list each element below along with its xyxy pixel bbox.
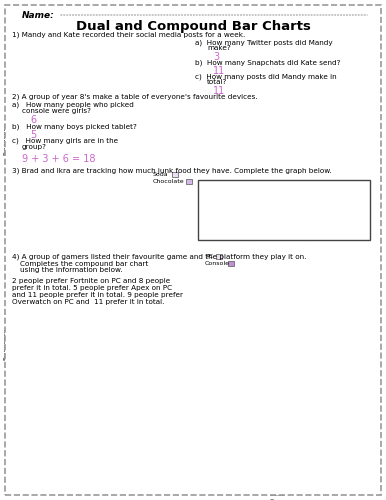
Text: b)  How many Snapchats did Kate send?: b) How many Snapchats did Kate send? [195, 59, 340, 66]
Text: Dual and Compound Bar Charts: Dual and Compound Bar Charts [76, 20, 310, 33]
Legend: Girls, Boys: Girls, Boys [347, 186, 375, 219]
Bar [198, 180, 370, 240]
Text: Soda: Soda [269, 184, 291, 192]
Bar [186, 179, 192, 184]
Text: 12: 12 [275, 200, 285, 208]
Text: console were girls?: console were girls? [22, 108, 91, 114]
Bar [51, 360, 76, 388]
Bar [228, 261, 234, 266]
Legend: Twitter, Snapchat: Twitter, Snapchat [157, 94, 198, 116]
Bar [201, 459, 229, 482]
Text: prefer it in total. 5 people prefer Apex on PC: prefer it in total. 5 people prefer Apex… [12, 285, 172, 291]
Text: c)  How many posts did Mandy make in: c) How many posts did Mandy make in [195, 73, 337, 80]
Text: total?: total? [207, 79, 227, 85]
Text: 9 + 3 + 6 = 18: 9 + 3 + 6 = 18 [22, 154, 95, 164]
Text: group?: group? [22, 144, 47, 150]
Bar [244, 254, 262, 282]
Bar [264, 354, 292, 424]
Text: 5: 5 [30, 130, 36, 140]
Bar [327, 354, 355, 378]
Y-axis label: Frequency: Frequency [4, 328, 8, 360]
Bar [296, 226, 315, 282]
Text: c)   How many girls are in the: c) How many girls are in the [12, 138, 118, 144]
Text: 2) A group of year 8's make a table of everyone's favourite devices.: 2) A group of year 8's make a table of e… [12, 94, 257, 100]
Text: Overwatch on PC and  11 prefer it in total.: Overwatch on PC and 11 prefer it in tota… [12, 299, 164, 305]
Bar [201, 389, 229, 459]
Bar [96, 138, 120, 182]
Bar [192, 197, 210, 282]
Bar [51, 124, 76, 182]
Bar [315, 188, 333, 282]
Text: 11: 11 [213, 66, 225, 76]
Text: make?: make? [207, 45, 231, 51]
Text: a)   How many people who picked: a) How many people who picked [12, 102, 134, 108]
Y-axis label: Frequency: Frequency [168, 218, 173, 252]
Text: 7: 7 [277, 216, 283, 224]
Text: 3) Brad and Ikra are tracking how much junk food they have. Complete the graph b: 3) Brad and Ikra are tracking how much j… [12, 168, 332, 174]
Text: using the information below.: using the information below. [20, 267, 122, 273]
Text: Soda: Soda [153, 172, 169, 177]
X-axis label: Person: Person [75, 398, 96, 403]
Text: 11: 11 [213, 86, 225, 96]
Text: 2 people prefer Fortnite on PC and 8 people: 2 people prefer Fortnite on PC and 8 peo… [12, 278, 170, 284]
Text: Console: Console [205, 261, 230, 266]
Bar [216, 254, 222, 259]
X-axis label: Platform: Platform [248, 293, 277, 299]
Text: Brad: Brad [214, 200, 234, 208]
Bar [262, 235, 281, 282]
Text: Name:: Name: [22, 11, 55, 20]
Y-axis label: Frequency: Frequency [4, 122, 8, 155]
Text: Chocolate: Chocolate [318, 184, 362, 192]
Y-axis label: Frequency: Frequency [176, 398, 181, 426]
Bar [264, 424, 292, 482]
Text: 6: 6 [30, 115, 36, 125]
Text: 4) A group of gamers listed their favourite game and the platform they play it o: 4) A group of gamers listed their favour… [12, 254, 306, 260]
Text: 3: 3 [213, 52, 219, 62]
Text: a)  How many Twitter posts did Mandy: a) How many Twitter posts did Mandy [195, 39, 333, 46]
Bar [120, 347, 145, 388]
Bar [27, 160, 51, 182]
Bar [210, 254, 229, 282]
Text: b)   How many boys picked tablet?: b) How many boys picked tablet? [12, 123, 137, 130]
Bar [172, 172, 178, 177]
Text: Ikra: Ikra [215, 216, 232, 224]
Text: Completes the compound bar chart: Completes the compound bar chart [20, 261, 148, 267]
Text: 4: 4 [337, 200, 343, 208]
Bar [96, 340, 120, 388]
Bar [120, 102, 145, 182]
Bar [327, 378, 355, 482]
Text: PC: PC [205, 254, 213, 259]
X-axis label: Person: Person [75, 193, 96, 198]
Text: 6: 6 [337, 216, 343, 224]
Text: Chocolate: Chocolate [153, 179, 185, 184]
Text: and 11 people prefer it in total. 9 people prefer: and 11 people prefer it in total. 9 peop… [12, 292, 183, 298]
Text: 1) Mandy and Kate recorded their social media posts for a week.: 1) Mandy and Kate recorded their social … [12, 32, 245, 38]
Bar [27, 306, 51, 388]
X-axis label: Game: Game [269, 499, 286, 500]
